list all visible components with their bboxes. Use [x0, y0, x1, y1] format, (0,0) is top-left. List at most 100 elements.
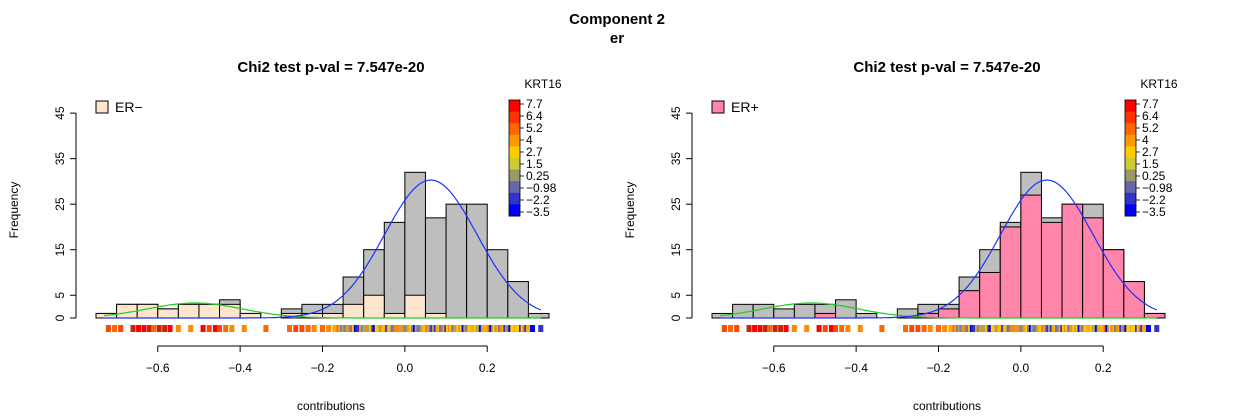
rug-mark [857, 325, 863, 332]
rug-mark [752, 325, 758, 332]
rug-mark [783, 325, 789, 332]
colorbar-label: 1.5 [1142, 157, 1159, 171]
colorbar-label: 4 [526, 133, 533, 147]
rug-mark [1146, 325, 1152, 332]
colorbar-segment [509, 100, 520, 113]
histogram-bar [752, 303, 775, 319]
colorbar-segment [509, 146, 520, 159]
x-tick-label: 0.2 [479, 361, 496, 375]
green-density-curve [104, 302, 541, 319]
colorbar-segment [1125, 181, 1136, 194]
histogram-bar [938, 308, 960, 319]
x-tick-label: −0.6 [146, 361, 170, 375]
rug-mark [167, 325, 173, 332]
rug-mark [130, 325, 136, 332]
x-axis-label: contributions [913, 399, 981, 413]
x-tick-label: 0.0 [1013, 361, 1030, 375]
colorbar-segment [509, 123, 520, 136]
histogram-bar [177, 303, 200, 319]
colorbar-label: 4 [1142, 133, 1149, 147]
rug-mark [903, 325, 909, 332]
rug-mark [112, 325, 118, 332]
rug-mark [763, 325, 769, 332]
rug-mark [757, 325, 763, 332]
y-tick-label: 35 [53, 152, 67, 166]
rug-mark [299, 325, 305, 332]
colorbar-label: 2.7 [526, 145, 543, 159]
rug-mark [734, 325, 740, 332]
colorbar-label: 0.25 [1142, 169, 1166, 183]
rug-mark [147, 325, 153, 332]
y-tick-label: 15 [669, 243, 683, 257]
series-all [95, 171, 550, 319]
colorbar-label: 6.4 [1142, 109, 1159, 123]
rug-mark [927, 325, 933, 332]
colorbar-label: −3.5 [1142, 205, 1166, 219]
rug-mark [839, 325, 845, 332]
y-tick-label: 0 [53, 314, 67, 321]
colorbar-label: 1.5 [526, 157, 543, 171]
colorbar-title: KRT16 [1140, 77, 1177, 91]
rug-mark [538, 325, 544, 332]
y-axis-label: Frequency [7, 182, 21, 239]
y-tick-label: 5 [53, 292, 67, 299]
x-axis: −0.6 −0.4 −0.2 0.0 0.2 [762, 345, 1112, 375]
y-tick-label: 25 [669, 197, 683, 211]
rug-mark [206, 325, 212, 332]
colorbar-segment [1125, 100, 1136, 113]
histogram-bar [445, 203, 468, 319]
colorbar-frame [1124, 99, 1137, 217]
y-axis: 0 5 15 25 35 45 [669, 106, 693, 321]
rug-mark [223, 325, 229, 332]
colorbar-segment [1125, 134, 1136, 147]
rug-mark [311, 325, 317, 332]
histogram-bar [835, 299, 857, 319]
rug-strip [721, 325, 1160, 332]
y-tick-label: 45 [669, 106, 683, 120]
histogram-bar [773, 308, 795, 319]
histogram-bar [342, 303, 365, 319]
colorbar-segment [1125, 192, 1136, 205]
histogram-panel-er-positive: Chi2 test p-val = 7.547e-20 0 5 15 25 35 45 Fre… [623, 59, 1178, 413]
y-axis-label: Frequency [623, 182, 637, 239]
blue-density-curve [104, 179, 542, 319]
colorbar-segment [509, 169, 520, 182]
colorbar-label: 7.7 [1142, 97, 1159, 111]
colorbar-label: 6.4 [526, 109, 543, 123]
green-density-curve [720, 302, 1157, 319]
panel-title: Chi2 test p-val = 7.547e-20 [237, 59, 424, 76]
x-tick-label: −0.2 [927, 361, 951, 375]
colorbar-label: 5.2 [526, 121, 543, 135]
colorbar-label: −2.2 [526, 193, 550, 207]
histogram-bar [424, 312, 447, 319]
rug-mark [156, 325, 162, 332]
rug-mark [200, 325, 206, 332]
colorbar-segment [509, 158, 520, 171]
rug-mark [229, 325, 235, 332]
colorbar: KRT16 7.76.45.242.71.50.25−0.98−2.2−3.5 [1124, 77, 1178, 219]
rug-mark [778, 325, 784, 332]
histogram-bar [793, 303, 816, 319]
histogram-bar [136, 303, 159, 319]
x-tick-label: 0.0 [397, 361, 414, 375]
rug-mark [828, 325, 834, 332]
histogram-bar [999, 226, 1022, 319]
rug-mark [772, 325, 778, 332]
legend: ER− [95, 99, 143, 115]
rug-mark [909, 325, 915, 332]
colorbar-title: KRT16 [524, 77, 561, 91]
histogram-bar [383, 312, 406, 319]
histogram-bar [157, 308, 179, 319]
colorbar-label: −3.5 [526, 205, 550, 219]
rug-mark [936, 325, 941, 332]
histogram-bar [1082, 217, 1104, 319]
colorbar-label: −2.2 [1142, 193, 1166, 207]
rug-mark [217, 325, 223, 332]
y-tick-label: 25 [53, 197, 67, 211]
y-axis: 0 5 15 25 35 45 [53, 106, 77, 321]
rug-mark [1141, 325, 1147, 332]
colorbar-segment [509, 111, 520, 124]
rug-mark [791, 325, 797, 332]
colorbar-segment [1125, 204, 1136, 217]
